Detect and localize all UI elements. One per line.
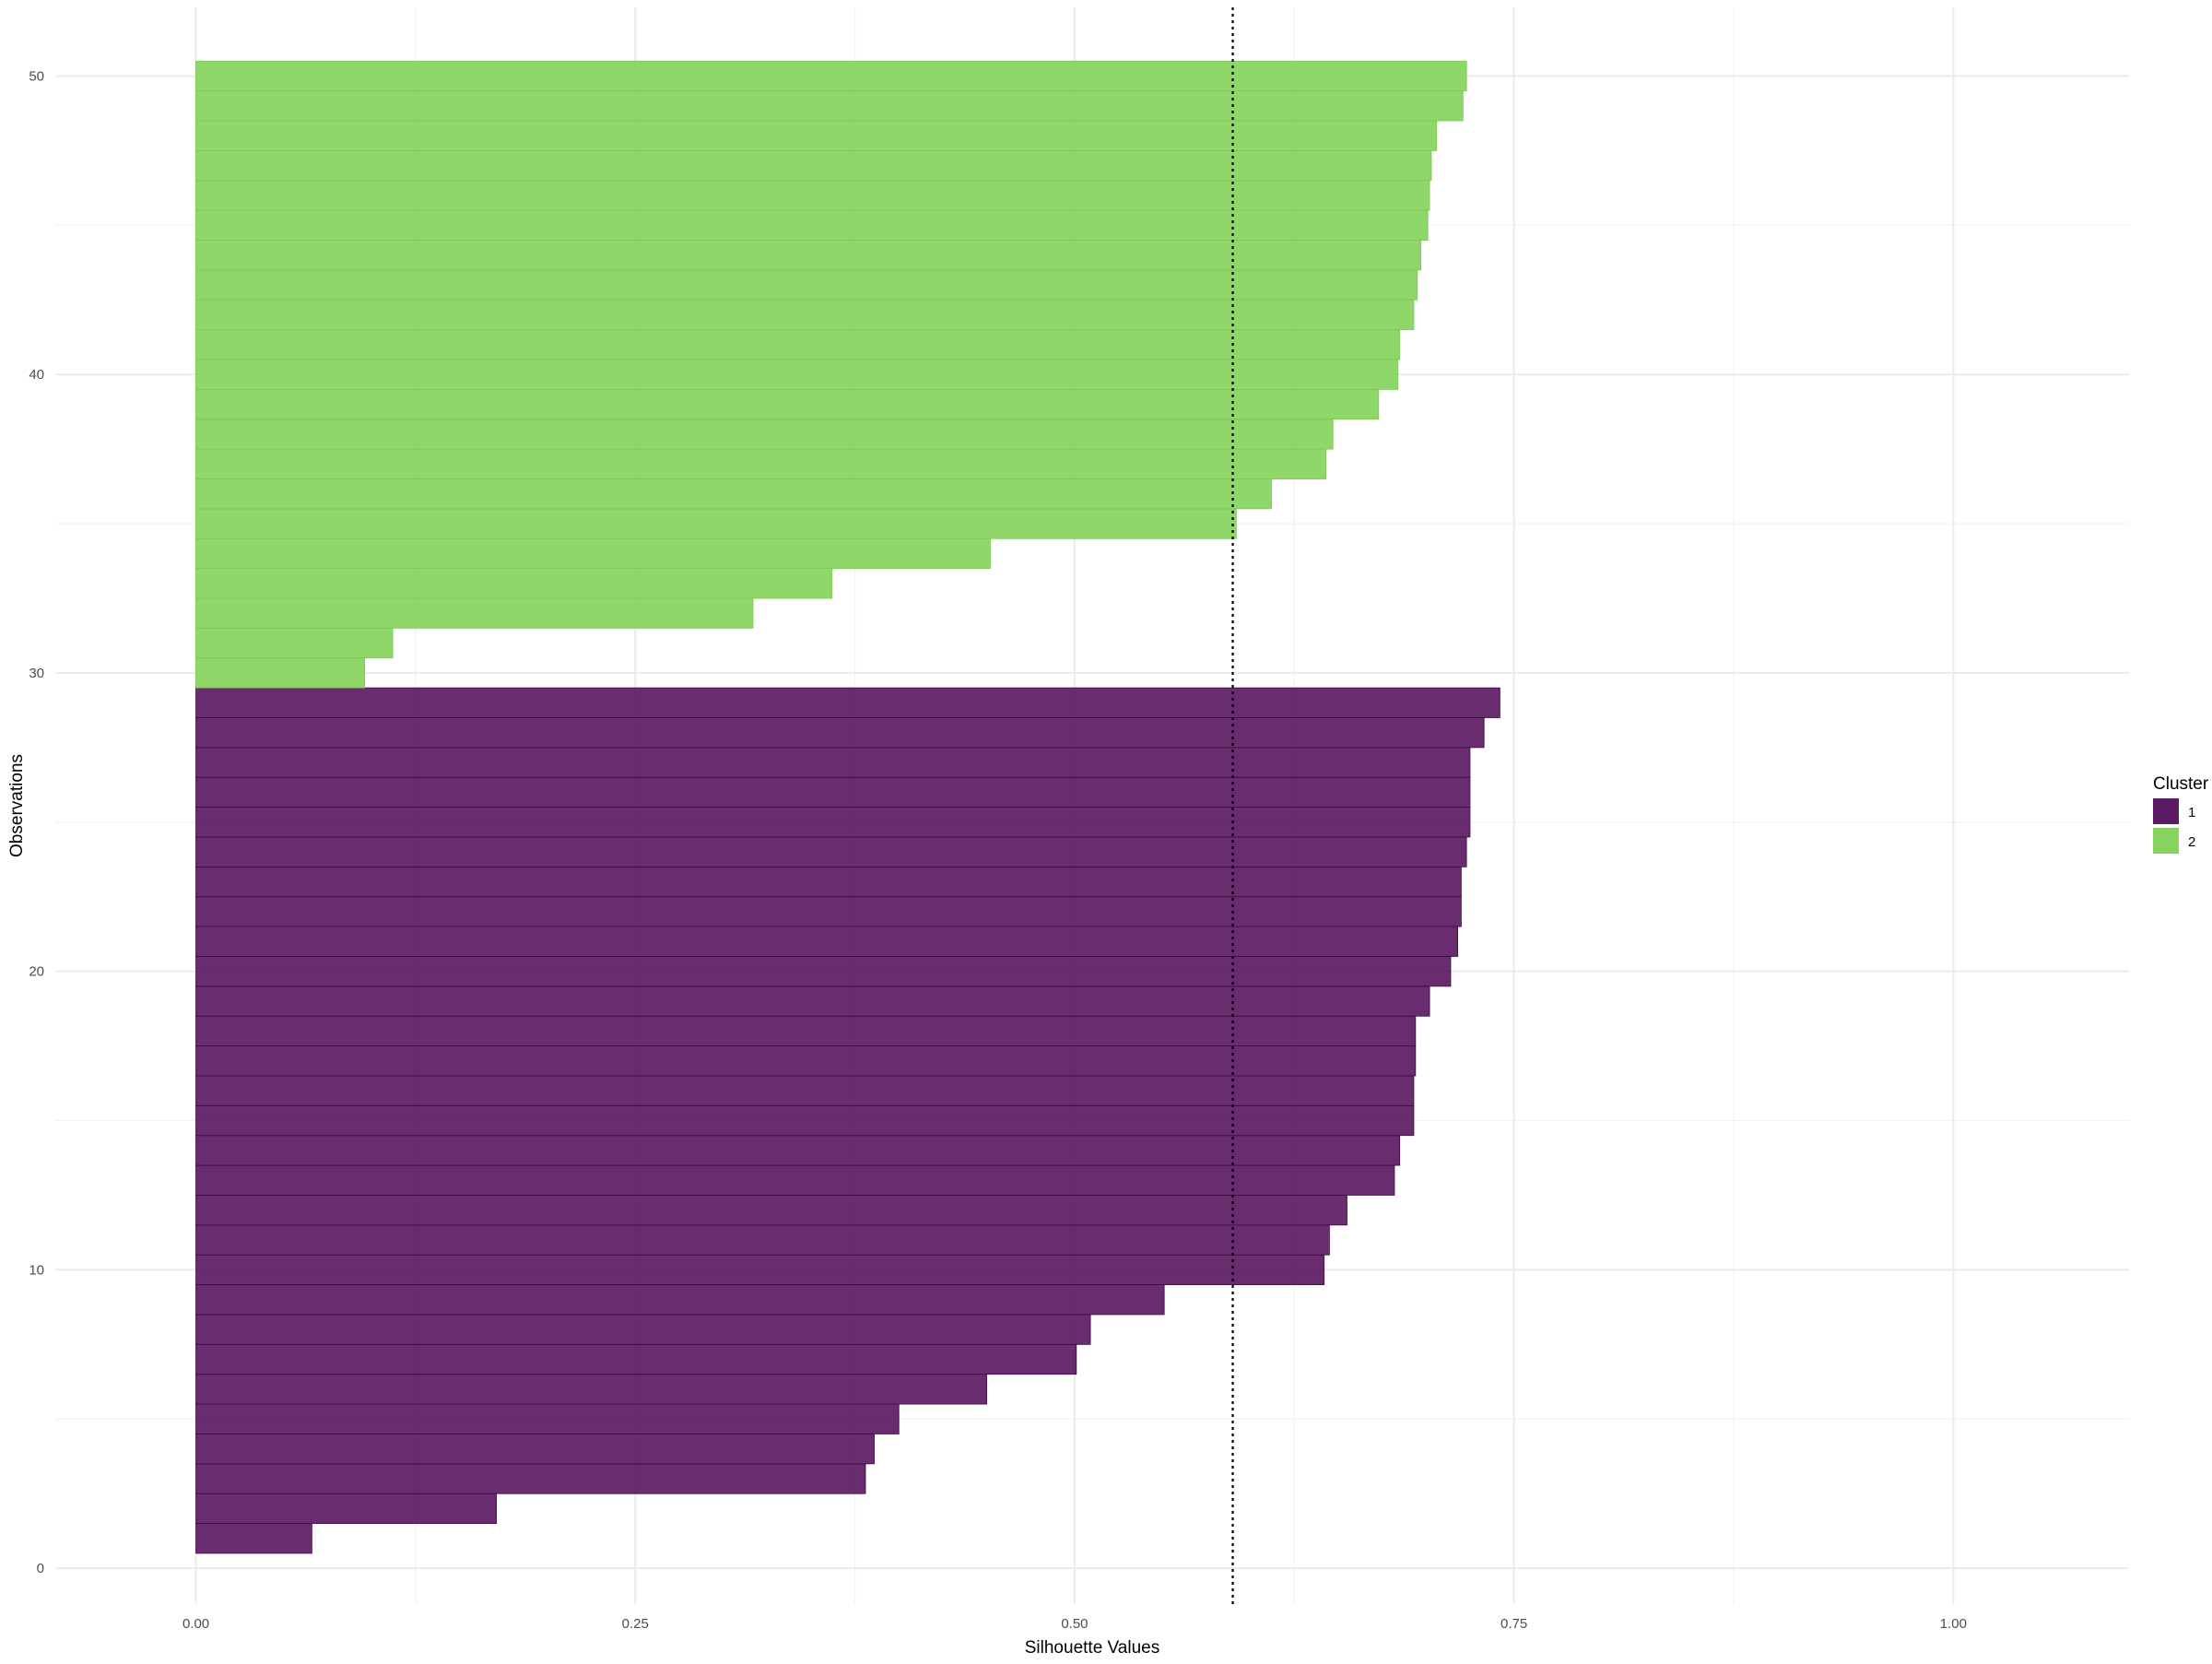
silhouette-bar-cluster-1 xyxy=(195,1463,866,1494)
silhouette-bar-cluster-2 xyxy=(195,508,1237,539)
silhouette-bar-cluster-1 xyxy=(195,896,1462,927)
silhouette-bar-cluster-1 xyxy=(195,1254,1325,1286)
silhouette-bar-cluster-1 xyxy=(195,717,1485,749)
silhouette-bar-cluster-1 xyxy=(195,807,1471,838)
silhouette-bar-cluster-1 xyxy=(195,985,1430,1017)
legend-label-2: 2 xyxy=(2188,834,2195,850)
silhouette-bar-cluster-2 xyxy=(195,329,1401,360)
x-tick-labels: 0.00 0.25 0.50 0.75 1.00 xyxy=(182,1616,1967,1632)
silhouette-bar-cluster-1 xyxy=(195,1015,1417,1047)
silhouette-bar-cluster-2 xyxy=(195,240,1421,271)
silhouette-bar-cluster-2 xyxy=(195,120,1438,151)
silhouette-bar-cluster-2 xyxy=(195,657,365,689)
silhouette-bar-cluster-2 xyxy=(195,180,1430,211)
silhouette-bar-cluster-1 xyxy=(195,747,1471,778)
silhouette-bar-cluster-1 xyxy=(195,866,1462,898)
silhouette-bar-cluster-2 xyxy=(195,269,1418,301)
silhouette-bar-cluster-2 xyxy=(195,90,1464,122)
silhouette-bar-cluster-2 xyxy=(195,597,754,629)
silhouette-bar-cluster-1 xyxy=(195,776,1471,808)
x-axis-title: Silhouette Values xyxy=(1025,1638,1159,1658)
silhouette-bar-cluster-1 xyxy=(195,1343,1077,1375)
silhouette-bar-cluster-1 xyxy=(195,1104,1415,1137)
legend: Cluster 12 xyxy=(2153,774,2209,854)
silhouette-bar-cluster-1 xyxy=(195,1403,900,1434)
legend-key-1 xyxy=(2153,798,2179,824)
silhouette-bar-cluster-2 xyxy=(195,419,1334,450)
x-tick-label: 0.00 xyxy=(182,1616,209,1632)
silhouette-bar-cluster-1 xyxy=(195,1045,1417,1077)
silhouette-bar-cluster-1 xyxy=(195,1164,1395,1196)
silhouette-bar-cluster-1 xyxy=(195,1075,1415,1106)
silhouette-bar-cluster-1 xyxy=(195,926,1459,957)
bars xyxy=(195,60,1500,1554)
silhouette-bar-cluster-2 xyxy=(195,60,1467,92)
silhouette-bar-cluster-2 xyxy=(195,537,991,570)
y-tick-label: 40 xyxy=(29,367,44,383)
legend-label-1: 1 xyxy=(2188,805,2195,820)
y-tick-label: 50 xyxy=(29,68,44,84)
silhouette-bar-cluster-1 xyxy=(195,1195,1347,1226)
silhouette-bar-cluster-1 xyxy=(195,1314,1091,1345)
y-tick-label: 0 xyxy=(37,1561,44,1576)
silhouette-bar-cluster-1 xyxy=(195,836,1467,867)
silhouette-bar-cluster-2 xyxy=(195,149,1432,182)
silhouette-bar-cluster-2 xyxy=(195,627,394,659)
silhouette-bar-cluster-2 xyxy=(195,478,1272,510)
x-tick-label: 0.25 xyxy=(622,1616,649,1632)
silhouette-bar-cluster-1 xyxy=(195,1224,1330,1256)
y-axis-title: Observations xyxy=(7,754,27,857)
silhouette-bar-cluster-2 xyxy=(195,388,1380,420)
silhouette-bar-cluster-1 xyxy=(195,687,1500,718)
silhouette-bar-cluster-1 xyxy=(195,1434,875,1465)
silhouette-bar-cluster-1 xyxy=(195,1374,987,1405)
silhouette-bar-cluster-2 xyxy=(195,448,1327,479)
x-tick-label: 0.75 xyxy=(1500,1616,1527,1632)
silhouette-bar-cluster-2 xyxy=(195,568,833,599)
y-tick-label: 20 xyxy=(29,964,44,980)
silhouette-bar-cluster-1 xyxy=(195,956,1452,987)
legend-key-2 xyxy=(2153,828,2179,854)
y-tick-labels: 0 10 20 30 40 50 xyxy=(29,68,44,1576)
x-tick-label: 1.00 xyxy=(1940,1616,1967,1632)
x-tick-label: 0.50 xyxy=(1061,1616,1088,1632)
silhouette-bar-cluster-1 xyxy=(195,1493,498,1524)
silhouette-bar-cluster-1 xyxy=(195,1135,1401,1166)
silhouette-bar-cluster-1 xyxy=(195,1284,1165,1316)
legend-title: Cluster xyxy=(2153,774,2209,794)
silhouette-bar-cluster-2 xyxy=(195,209,1429,241)
y-tick-label: 30 xyxy=(29,666,44,681)
silhouette-bar-cluster-1 xyxy=(195,1523,312,1554)
y-tick-label: 10 xyxy=(29,1262,44,1278)
silhouette-bar-cluster-2 xyxy=(195,299,1415,331)
silhouette-bar-cluster-2 xyxy=(195,359,1399,390)
legend-entries: 12 xyxy=(2153,798,2195,854)
